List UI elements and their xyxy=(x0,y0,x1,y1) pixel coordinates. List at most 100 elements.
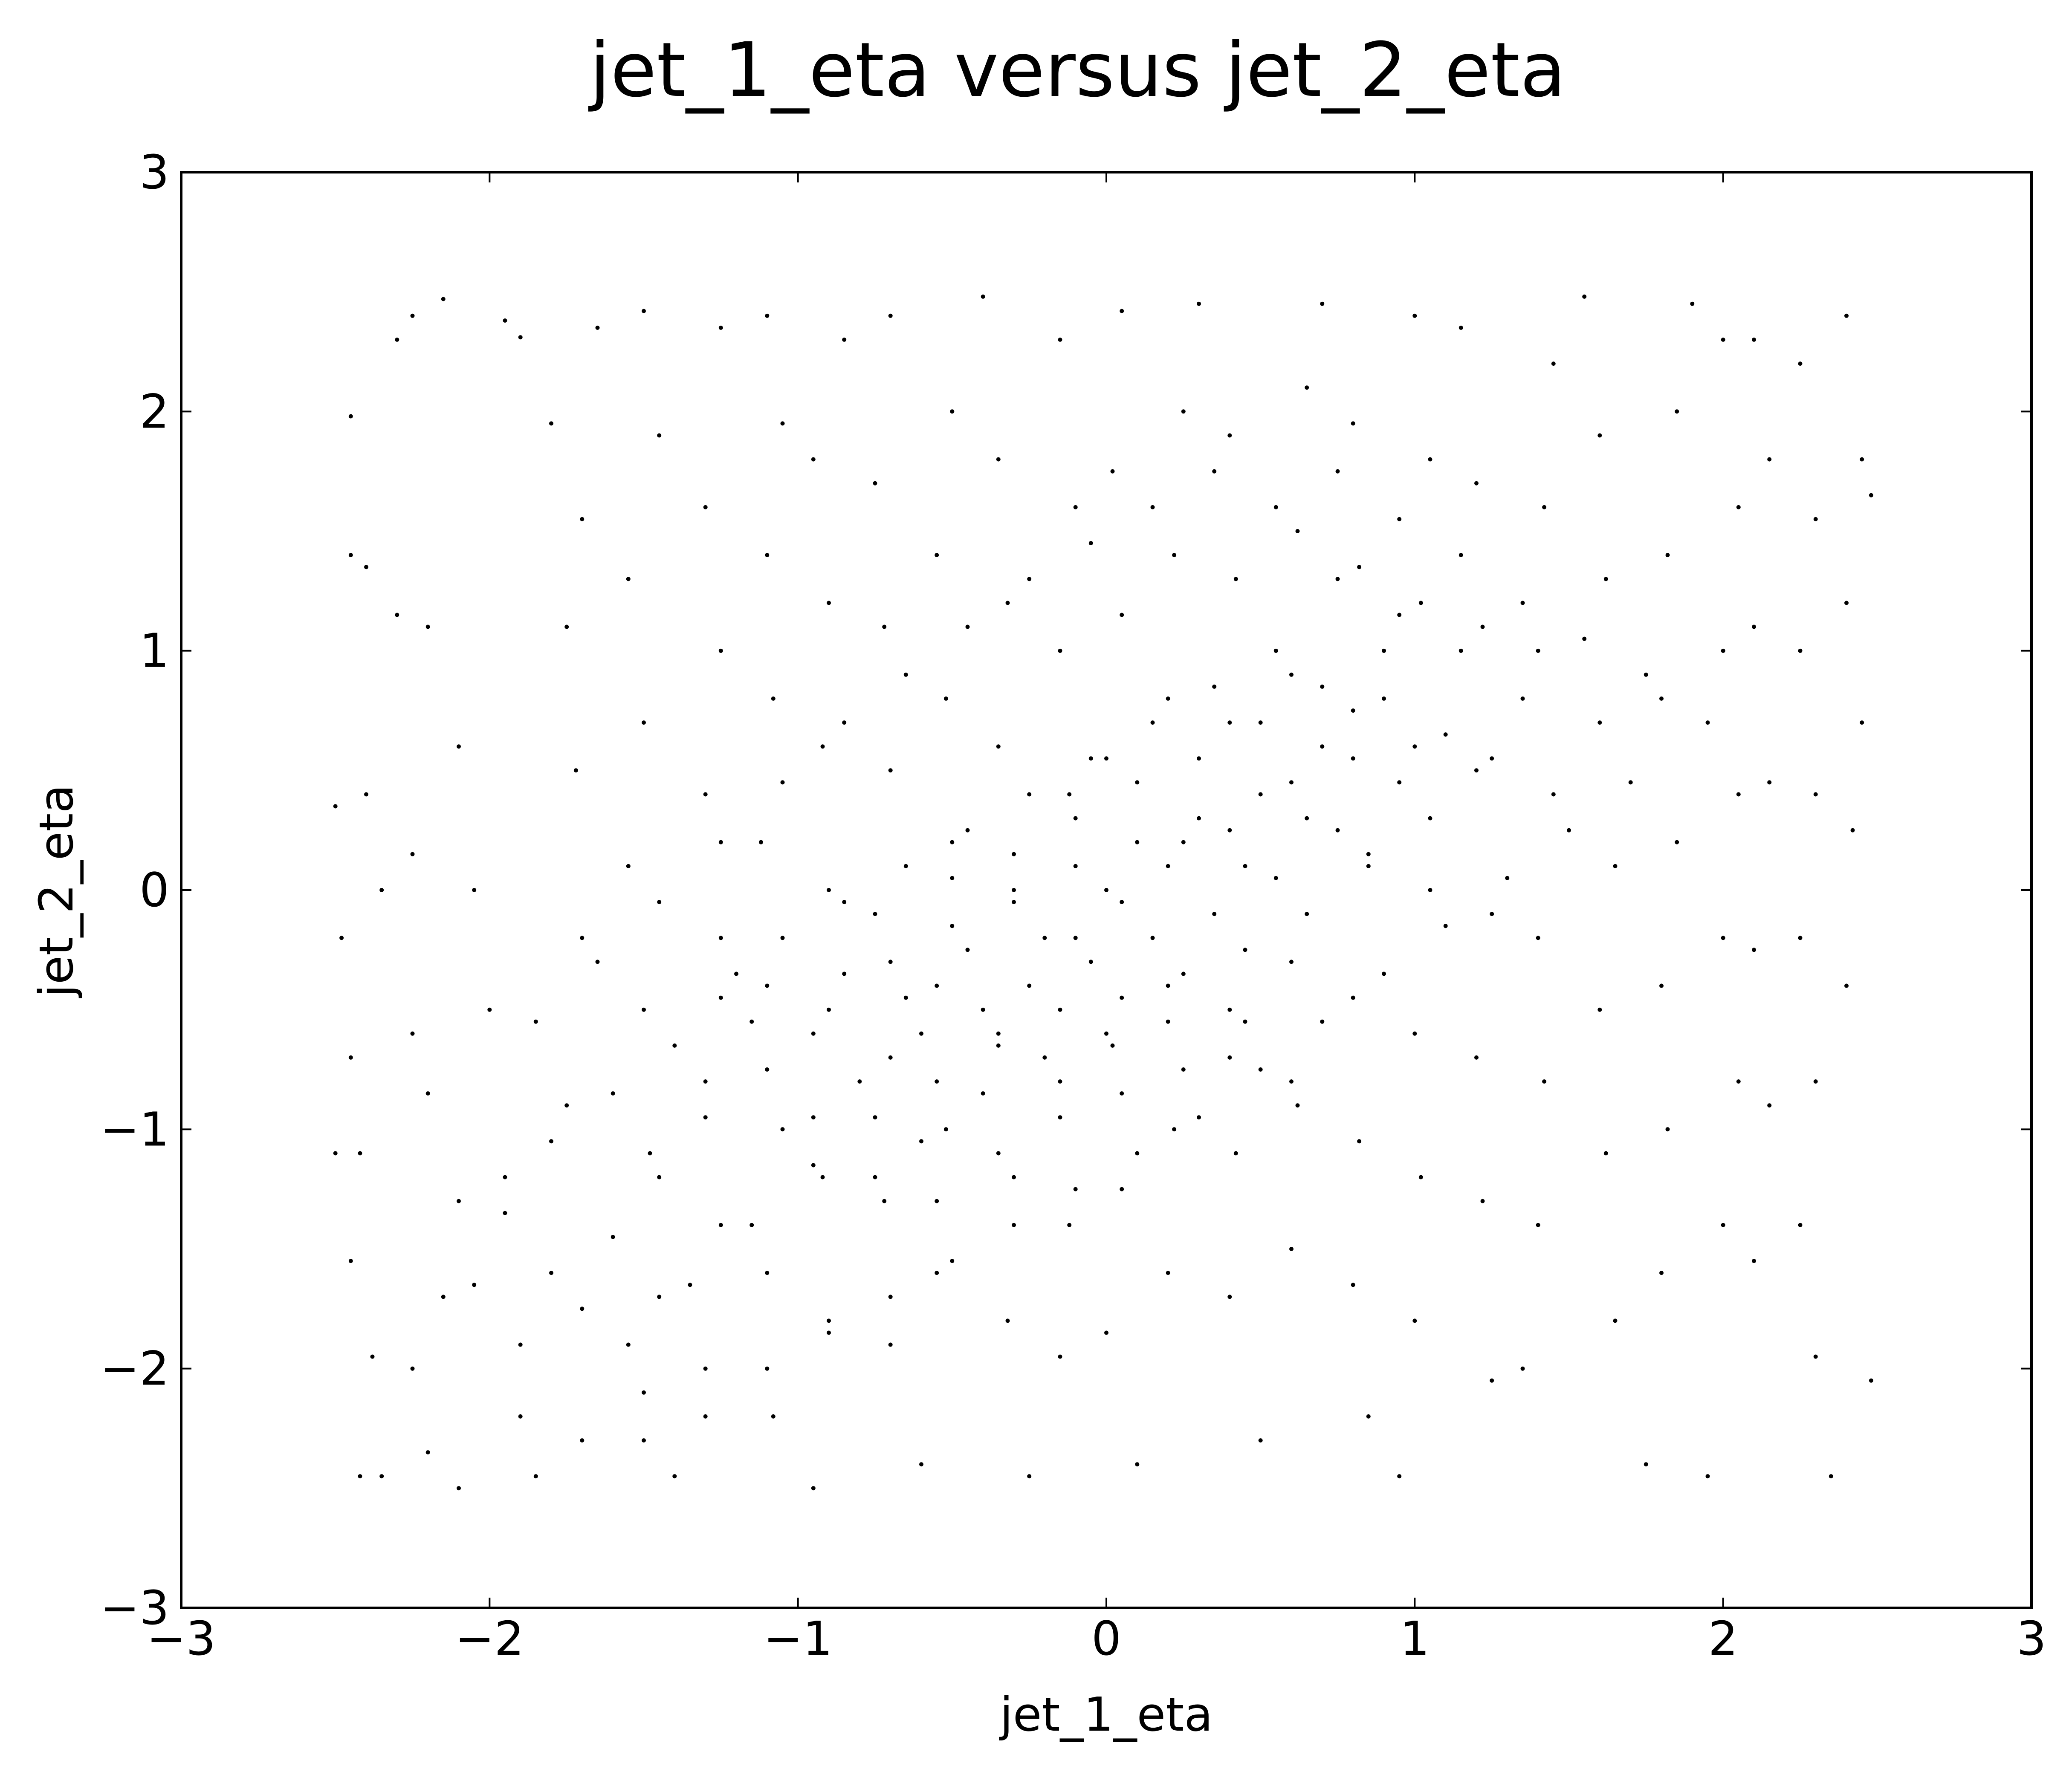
data-point xyxy=(1474,768,1479,773)
data-point xyxy=(533,1474,538,1479)
data-point xyxy=(425,624,430,629)
data-point xyxy=(1243,1019,1247,1024)
data-point xyxy=(364,565,368,569)
data-point xyxy=(1227,1295,1232,1299)
data-point xyxy=(1357,565,1362,569)
data-point xyxy=(1320,744,1325,749)
data-point xyxy=(370,1354,375,1359)
data-point xyxy=(1428,816,1432,821)
data-point xyxy=(842,900,847,905)
data-point xyxy=(1305,816,1309,821)
data-point xyxy=(1104,1031,1108,1036)
data-point xyxy=(1397,517,1402,521)
data-point xyxy=(1197,816,1201,821)
data-point xyxy=(1752,337,1756,342)
data-point xyxy=(1412,1318,1417,1323)
data-point xyxy=(1058,1079,1062,1084)
data-point xyxy=(950,924,955,928)
data-point xyxy=(395,337,399,342)
data-point xyxy=(888,768,893,773)
data-point xyxy=(1110,469,1115,474)
data-point xyxy=(1212,684,1217,689)
data-point xyxy=(1736,792,1741,797)
y-tick-label: 0 xyxy=(139,863,169,917)
data-point xyxy=(1181,840,1186,844)
data-point xyxy=(1490,912,1494,916)
data-point xyxy=(919,1462,923,1467)
data-point xyxy=(642,720,646,725)
data-point xyxy=(1536,936,1540,940)
data-point xyxy=(410,313,415,318)
data-point xyxy=(842,337,847,342)
data-point xyxy=(1505,876,1510,880)
data-point xyxy=(1813,792,1818,797)
data-point xyxy=(1233,1151,1238,1156)
data-point xyxy=(1181,409,1186,414)
y-tick-label: −3 xyxy=(100,1581,169,1635)
data-point xyxy=(580,936,585,940)
data-point xyxy=(1480,1199,1485,1203)
data-point xyxy=(1166,983,1170,988)
data-point xyxy=(1613,1318,1618,1323)
data-point xyxy=(487,1007,492,1012)
data-point xyxy=(472,1283,477,1287)
data-point xyxy=(1603,1151,1608,1156)
data-point xyxy=(1027,1474,1032,1479)
data-point xyxy=(903,864,908,868)
data-point xyxy=(943,696,948,701)
data-point xyxy=(1459,648,1463,653)
data-point xyxy=(1351,708,1355,713)
data-point xyxy=(1012,852,1016,856)
data-point xyxy=(996,1043,1001,1048)
data-point xyxy=(1120,1091,1124,1096)
data-point xyxy=(1397,613,1402,617)
data-point xyxy=(935,1271,939,1275)
y-tick-label: 3 xyxy=(139,145,169,199)
data-point xyxy=(1850,828,1855,832)
data-point xyxy=(1227,1007,1232,1012)
data-point xyxy=(1197,756,1201,761)
data-point xyxy=(1335,469,1340,474)
data-point xyxy=(348,553,353,558)
data-point xyxy=(1675,409,1679,414)
data-point xyxy=(771,1414,776,1419)
data-point xyxy=(1166,1019,1170,1024)
data-point xyxy=(1104,1330,1108,1335)
data-point xyxy=(703,792,708,797)
data-point xyxy=(1798,361,1803,366)
data-point xyxy=(888,313,893,318)
data-point xyxy=(1305,912,1309,916)
data-point xyxy=(1258,792,1263,797)
x-tick-label: 0 xyxy=(1091,1611,1121,1666)
data-point xyxy=(1536,648,1540,653)
data-point xyxy=(1603,577,1608,581)
data-point xyxy=(626,577,631,581)
data-point xyxy=(1104,756,1108,761)
data-point xyxy=(1289,780,1294,785)
data-point xyxy=(1058,1007,1062,1012)
data-point xyxy=(1227,720,1232,725)
y-tick-label: 1 xyxy=(139,624,169,678)
data-point xyxy=(1135,840,1140,844)
data-point xyxy=(518,1342,523,1347)
data-point xyxy=(549,421,553,426)
data-point xyxy=(1721,337,1725,342)
data-point xyxy=(1135,780,1140,785)
data-point xyxy=(1073,936,1078,940)
data-point xyxy=(718,325,723,330)
data-point xyxy=(1752,948,1756,952)
data-point xyxy=(811,1163,816,1168)
data-point xyxy=(820,1175,825,1179)
data-point xyxy=(1067,1223,1072,1227)
data-point xyxy=(457,1486,461,1491)
data-point xyxy=(1397,1474,1402,1479)
data-point xyxy=(1597,433,1602,438)
data-point xyxy=(1813,1079,1818,1084)
data-point xyxy=(1351,421,1355,426)
data-point xyxy=(950,840,955,844)
data-point xyxy=(1860,720,1864,725)
data-point xyxy=(672,1474,677,1479)
data-point xyxy=(750,1223,754,1227)
data-point xyxy=(827,1007,831,1012)
